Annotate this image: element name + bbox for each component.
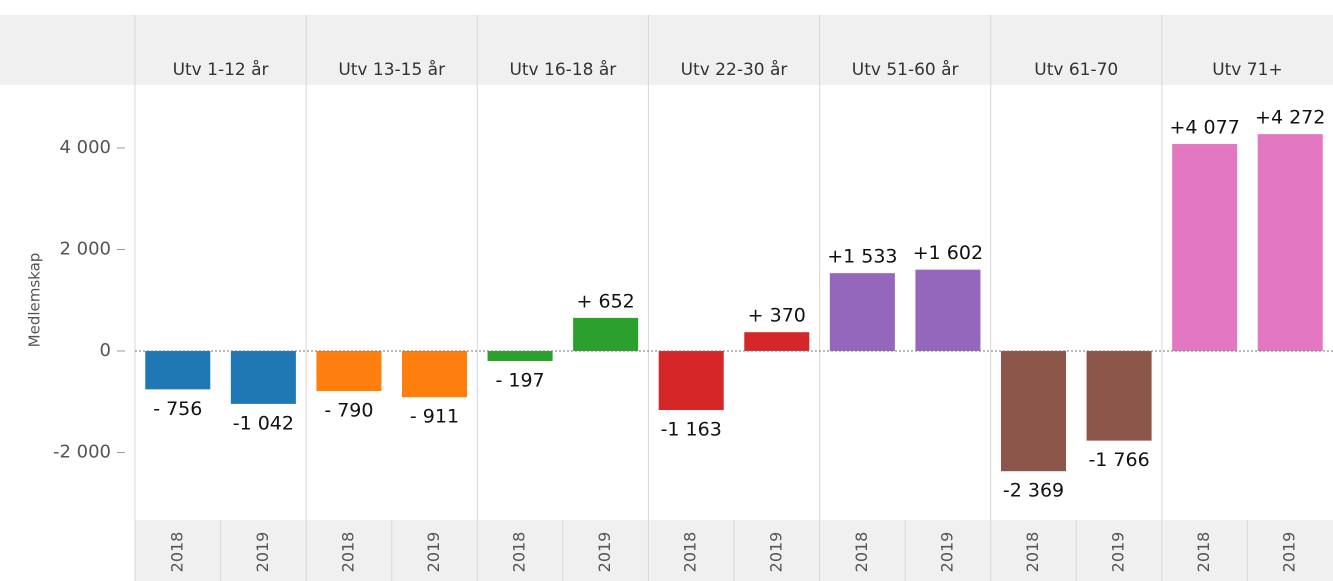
value-label: +4 077 bbox=[1169, 117, 1239, 139]
y-tick-label: 2 000 bbox=[59, 238, 111, 259]
y-axis-label: Medlemskap bbox=[26, 253, 44, 348]
value-label: - 790 bbox=[324, 400, 373, 422]
bar bbox=[829, 273, 895, 351]
bar bbox=[316, 350, 382, 392]
x-tick-label: 2019 bbox=[1109, 532, 1128, 573]
facet-label: Utv 51-60 år bbox=[852, 59, 959, 80]
value-label: -1 766 bbox=[1088, 449, 1149, 471]
facet-label: Utv 71+ bbox=[1212, 60, 1282, 80]
x-tick-label: 2018 bbox=[167, 532, 186, 573]
value-label: +4 272 bbox=[1255, 107, 1325, 129]
x-tick-label: 2019 bbox=[253, 532, 272, 573]
value-label: + 652 bbox=[577, 290, 635, 312]
bar bbox=[401, 350, 468, 398]
x-tick-label: 2019 bbox=[937, 532, 956, 573]
value-label: - 197 bbox=[495, 369, 544, 391]
x-tick-label: 2019 bbox=[595, 532, 614, 573]
x-tick-label: 2018 bbox=[1194, 532, 1213, 573]
value-label: - 756 bbox=[153, 398, 202, 420]
bar bbox=[1086, 350, 1152, 441]
value-label: +1 602 bbox=[913, 242, 983, 264]
value-label: - 911 bbox=[410, 406, 459, 428]
bar bbox=[230, 350, 296, 404]
facet-label: Utv 13-15 år bbox=[338, 59, 445, 80]
x-tick-label: 2018 bbox=[338, 532, 357, 573]
x-tick-label: 2018 bbox=[852, 532, 871, 573]
bar bbox=[487, 350, 553, 361]
value-label: -1 163 bbox=[661, 419, 722, 441]
facet-label: Utv 1-12 år bbox=[173, 59, 269, 80]
value-label: + 370 bbox=[748, 305, 806, 327]
value-label: -2 369 bbox=[1003, 480, 1064, 502]
bar bbox=[1172, 144, 1238, 351]
bar bbox=[573, 317, 639, 351]
y-tick-label: 4 000 bbox=[59, 137, 111, 158]
x-tick-label: 2018 bbox=[510, 532, 529, 573]
y-tick-label: 0 bbox=[100, 340, 111, 361]
facet-label: Utv 61-70 bbox=[1034, 60, 1118, 80]
x-tick-label: 2018 bbox=[1023, 532, 1042, 573]
value-label: -1 042 bbox=[233, 412, 294, 434]
bar bbox=[145, 350, 211, 390]
x-tick-label: 2019 bbox=[424, 532, 443, 573]
bar bbox=[744, 332, 810, 351]
bar bbox=[658, 350, 724, 411]
x-tick-label: 2019 bbox=[766, 532, 785, 573]
facet-label: Utv 16-18 år bbox=[509, 59, 616, 80]
x-tick-label: 2019 bbox=[1280, 532, 1299, 573]
x-tick-label: 2018 bbox=[681, 532, 700, 573]
bar bbox=[1257, 134, 1323, 351]
facet-label: Utv 22-30 år bbox=[681, 59, 788, 80]
header-band bbox=[0, 15, 1333, 85]
y-tick-label: -2 000 bbox=[53, 441, 111, 462]
bar bbox=[1000, 350, 1067, 472]
bar bbox=[915, 269, 981, 351]
value-label: +1 533 bbox=[827, 246, 897, 268]
